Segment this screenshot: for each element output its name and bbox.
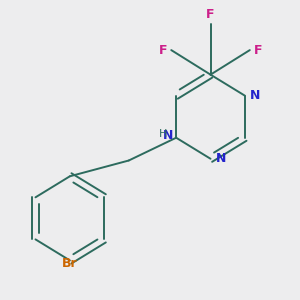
Text: F: F bbox=[159, 44, 167, 57]
Text: H: H bbox=[159, 129, 167, 139]
Text: N: N bbox=[163, 130, 173, 142]
Text: N: N bbox=[216, 152, 226, 165]
Text: F: F bbox=[206, 8, 215, 21]
Text: N: N bbox=[250, 89, 260, 102]
Text: F: F bbox=[254, 44, 262, 57]
Text: Br: Br bbox=[62, 257, 78, 270]
